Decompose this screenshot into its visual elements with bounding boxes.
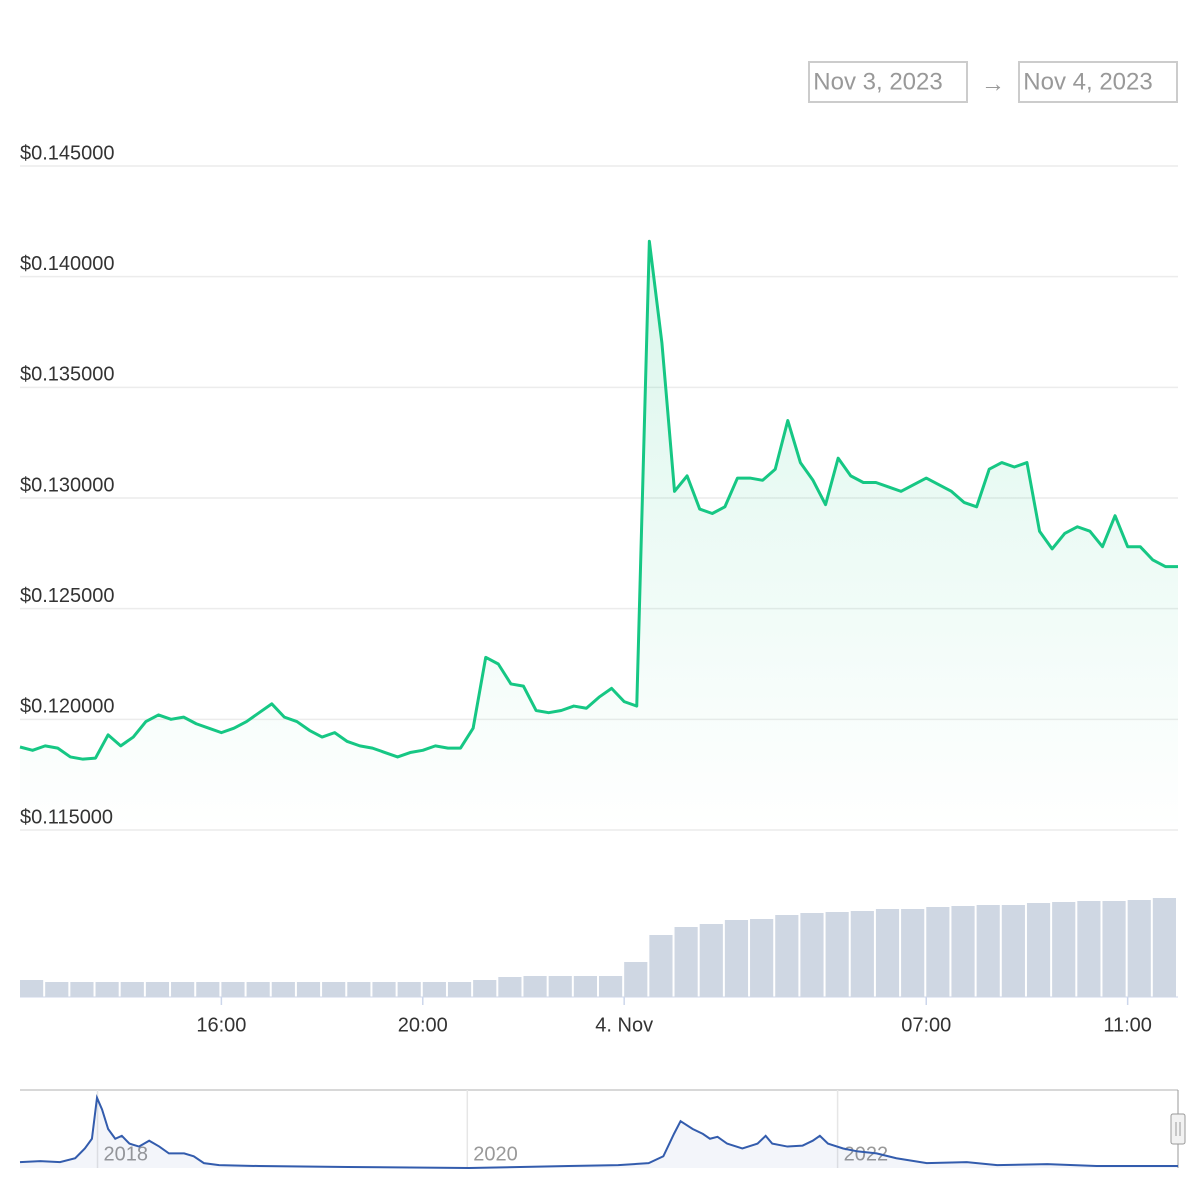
x-tick-label: 4. Nov	[595, 1014, 653, 1036]
navigator-handle[interactable]	[1170, 1113, 1186, 1145]
volume-bar	[1102, 901, 1126, 997]
volume-bar	[875, 909, 900, 997]
y-tick-label: $0.125000	[20, 585, 115, 607]
y-tick-label: $0.145000	[20, 142, 115, 164]
volume-bar	[825, 912, 849, 997]
volume-bar	[145, 982, 170, 997]
volume-bar	[976, 905, 1000, 997]
volume-bar	[750, 919, 774, 997]
navigator-tick-label: 2020	[473, 1143, 517, 1165]
volume-bar	[322, 982, 346, 997]
y-tick-label: $0.120000	[20, 696, 115, 718]
volume-bar	[372, 982, 396, 997]
date-from: Nov 3, 2023	[813, 68, 942, 95]
date-from-input[interactable]	[808, 61, 968, 103]
volume-bar	[447, 982, 472, 997]
y-tick-label: $0.130000	[20, 474, 115, 496]
volume-bar	[271, 982, 295, 997]
volume-bar	[397, 982, 421, 997]
volume-bar	[1127, 900, 1151, 997]
x-tick-label: 07:00	[901, 1014, 951, 1036]
navigator-area	[20, 1097, 1178, 1168]
x-tick-label: 20:00	[398, 1014, 448, 1036]
volume-bar	[850, 911, 874, 997]
volume-bar	[45, 982, 69, 997]
volume-bar	[599, 976, 623, 997]
volume-bar	[473, 980, 497, 997]
volume-bar	[296, 982, 321, 997]
volume-bar	[1052, 902, 1076, 997]
navigator-line	[19, 1094, 1178, 1170]
volume-bar	[1077, 901, 1101, 997]
y-tick-label: $0.135000	[20, 364, 115, 386]
volume-bar	[674, 927, 698, 997]
volume-bar	[901, 909, 925, 997]
volume-bar	[548, 976, 572, 997]
volume-bar	[800, 913, 824, 997]
price-line	[19, 239, 1178, 761]
volume-bar	[221, 982, 245, 997]
price-area	[20, 241, 1178, 830]
volume-bar	[498, 977, 522, 997]
volume-bar	[775, 915, 799, 997]
volume-bar	[70, 982, 94, 997]
volume-bar	[1152, 898, 1176, 997]
volume-bar	[624, 962, 648, 997]
navigator-tick-label: 2022	[844, 1143, 889, 1165]
date-to-input[interactable]	[1018, 61, 1178, 103]
volume-bar	[1026, 903, 1051, 997]
date-to: Nov 4, 2023	[1023, 68, 1152, 95]
volume-bar	[422, 982, 446, 997]
x-tick-label: 16:00	[196, 1014, 246, 1036]
volume-bar	[20, 980, 44, 997]
volume-bar	[171, 982, 195, 997]
navigator-tick-label: 2018	[104, 1143, 149, 1165]
volume-bar	[246, 982, 270, 997]
volume-bar	[95, 982, 119, 997]
volume-bar	[926, 907, 950, 997]
volume-bar	[523, 976, 547, 997]
volume-bar	[196, 982, 220, 997]
volume-bar	[1001, 905, 1025, 997]
volume-bar	[120, 982, 144, 997]
volume-bar	[699, 924, 723, 997]
volume-bar	[649, 935, 673, 997]
date-separator: →	[981, 70, 1005, 97]
y-tick-label: $0.140000	[20, 253, 115, 275]
volume-bar	[724, 920, 749, 997]
volume-bar	[347, 982, 371, 997]
volume-bar	[573, 976, 597, 997]
x-tick-label: 11:00	[1103, 1014, 1152, 1036]
volume-bar	[951, 906, 975, 997]
